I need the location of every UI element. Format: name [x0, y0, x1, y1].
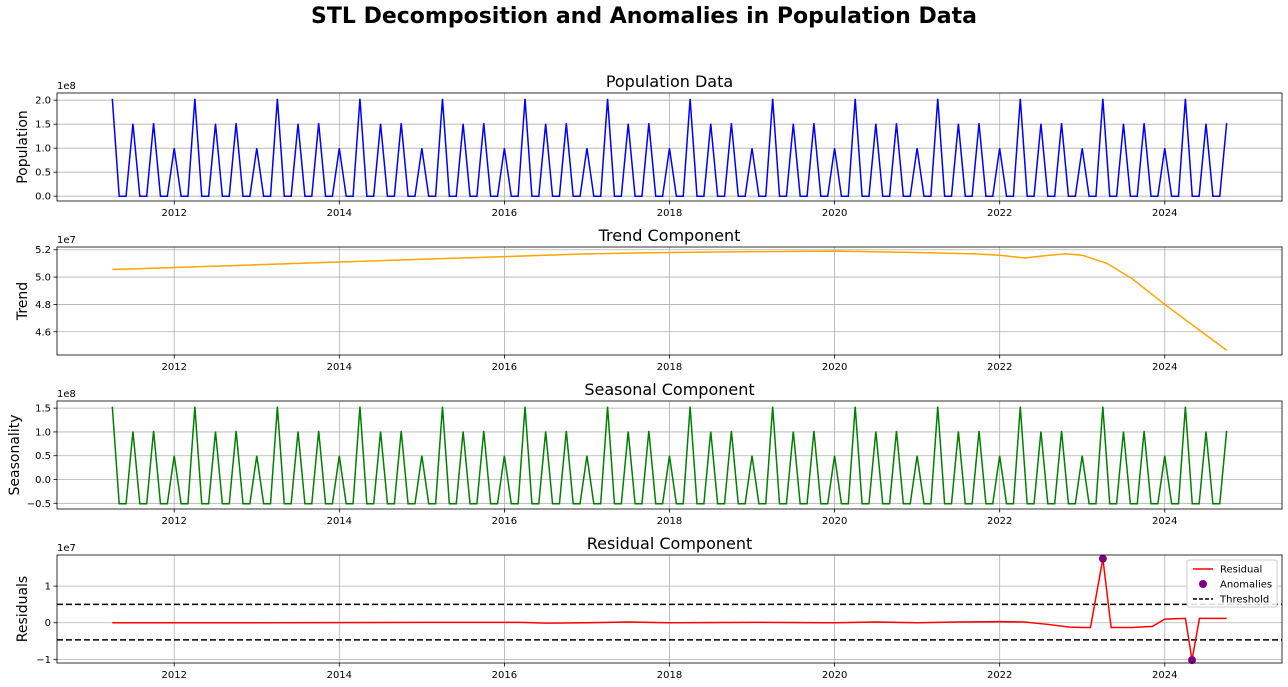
x-tick-label: 2020	[822, 670, 847, 681]
x-tick-label: 2016	[492, 516, 517, 527]
legend-label: Anomalies	[1220, 580, 1272, 591]
x-tick-label: 2018	[657, 670, 682, 681]
y-tick-label: −1	[36, 655, 51, 666]
residual-series-line	[112, 558, 1227, 661]
x-tick-label: 2022	[987, 516, 1012, 527]
y-tick-label: 5.0	[35, 273, 51, 284]
y-tick-label: 4.8	[35, 300, 51, 311]
panel-title: Trend Component	[598, 226, 741, 245]
y-axis-label: Residuals	[15, 576, 31, 642]
panel-1: 2012 2014 2016 2018 2020 2022 2024 0.0 0.5 1.0 1.5…	[15, 72, 1283, 219]
y-tick-label: 5.2	[35, 245, 51, 256]
x-tick-label: 2020	[822, 208, 847, 219]
axis-offset-label: 1e8	[57, 81, 76, 92]
x-tick-label: 2012	[161, 362, 186, 373]
x-tick-label: 2022	[987, 670, 1012, 681]
legend-label: Threshold	[1219, 595, 1269, 606]
panel-3: 2012 2014 2016 2018 2020 2022 2024 −0.5 0.0 0.5 1.…	[7, 380, 1283, 527]
axis-offset-label: 1e7	[57, 235, 76, 246]
x-tick-label: 2024	[1152, 208, 1177, 219]
x-tick-label: 2016	[492, 362, 517, 373]
anomaly-point	[1098, 554, 1107, 563]
legend-label: Residual	[1220, 565, 1262, 576]
y-tick-label: 1.5	[35, 120, 51, 131]
panels: 2012 2014 2016 2018 2020 2022 2024 0.0 0.5 1.0 1.5…	[7, 72, 1283, 681]
y-tick-label: 0.0	[35, 475, 51, 486]
y-axis-label: Trend	[15, 282, 31, 321]
y-axis-label: Population	[15, 110, 31, 184]
x-tick-label: 2018	[657, 362, 682, 373]
x-tick-label: 2016	[492, 670, 517, 681]
x-tick-label: 2014	[327, 208, 352, 219]
data-series-line	[111, 406, 1228, 505]
panel-title: Seasonal Component	[584, 380, 754, 399]
x-tick-label: 2012	[161, 516, 186, 527]
x-tick-label: 2016	[492, 208, 517, 219]
x-tick-label: 2012	[161, 670, 186, 681]
x-tick-label: 2022	[987, 208, 1012, 219]
y-tick-label: 0	[45, 618, 51, 629]
y-tick-label: 0.5	[35, 451, 51, 462]
y-tick-label: 1	[45, 582, 51, 593]
anomaly-point	[1188, 656, 1197, 665]
x-tick-label: 2014	[327, 670, 352, 681]
axis-offset-label: 1e8	[57, 389, 76, 400]
x-tick-label: 2018	[657, 208, 682, 219]
y-tick-label: 1.0	[35, 144, 51, 155]
x-tick-label: 2024	[1152, 670, 1177, 681]
panel-2: 2012 2014 2016 2018 2020 2022 2024 4.6 4.8 5.0 5.2…	[15, 226, 1283, 373]
x-tick-label: 2014	[327, 516, 352, 527]
data-series-line	[111, 98, 1228, 197]
y-axis-label: Seasonality	[7, 415, 23, 496]
y-tick-label: 4.6	[35, 327, 51, 338]
y-tick-label: 1.0	[35, 427, 51, 438]
y-tick-label: 0.0	[35, 192, 51, 203]
x-tick-label: 2024	[1152, 362, 1177, 373]
axis-offset-label: 1e7	[57, 543, 76, 554]
panel-title: Residual Component	[587, 534, 753, 553]
x-tick-label: 2024	[1152, 516, 1177, 527]
figure-suptitle: STL Decomposition and Anomalies in Popul…	[311, 4, 977, 29]
y-tick-label: −0.5	[27, 499, 51, 510]
data-series-line	[112, 250, 1228, 351]
x-tick-label: 2014	[327, 362, 352, 373]
y-tick-label: 1.5	[35, 404, 51, 415]
x-tick-label: 2022	[987, 362, 1012, 373]
legend: Residual Anomalies Threshold	[1186, 559, 1278, 608]
x-tick-label: 2020	[822, 516, 847, 527]
x-tick-label: 2020	[822, 362, 847, 373]
x-tick-label: 2012	[161, 208, 186, 219]
y-tick-label: 2.0	[35, 96, 51, 107]
panel-4: 2012 2014 2016 2018 2020 2022 2024 −1 0 1 1e7 Resid…	[15, 534, 1283, 681]
y-tick-label: 0.5	[35, 168, 51, 179]
x-tick-label: 2018	[657, 516, 682, 527]
legend-box	[1186, 559, 1278, 608]
panel-title: Population Data	[606, 72, 733, 91]
legend-swatch-point	[1199, 580, 1207, 588]
